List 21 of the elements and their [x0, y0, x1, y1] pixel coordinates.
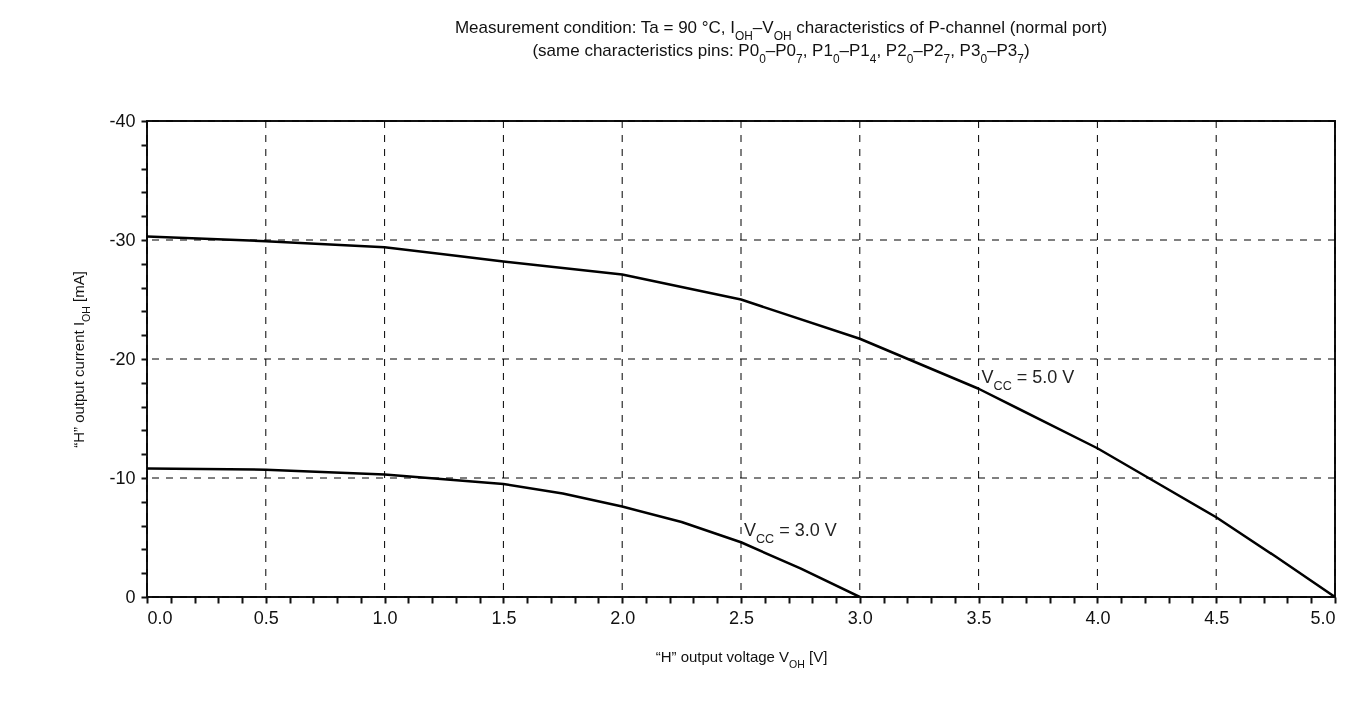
text: (same characteristics pins: P0$_{0}$–P0$_{7}$, P1$_{0}$–P1$_{4}$, P2$_{0}$–P2$_{7}$, P3$_{0}$–P3$_{7}$)	[532, 41, 1030, 66]
x-tick-label: 1.0	[372, 607, 398, 628]
series-label: V$_{CC}$ = 5.0 V	[981, 366, 1075, 393]
x-tick-label: 4.5	[1204, 607, 1230, 628]
x-tick-label: 5.0	[1310, 607, 1336, 628]
x-tick-label: 3.0	[847, 607, 873, 628]
x-tick-label: 1.5	[491, 607, 517, 628]
x-tick-label: 0.5	[253, 607, 279, 628]
series-label: V$_{CC}$ = 3.0 V	[744, 520, 837, 547]
y-tick-label: -20	[109, 348, 136, 369]
y-tick-label: -40	[109, 110, 136, 131]
x-tick-label: 0.0	[147, 607, 173, 628]
chart-title: Measurement condition: Ta = 90 °C, I$_{OH}$–V$_{OH}$ characteristics of P-channel (normal port)	[454, 18, 1108, 43]
x-tick-label: 4.0	[1085, 607, 1111, 628]
x-tick-label: 2.5	[728, 607, 755, 628]
y-tick-label: 0	[125, 586, 136, 607]
x-axis-title: “H” output voltage V$_{OH}$ [V]	[655, 647, 828, 670]
x-tick-label: 3.5	[966, 607, 992, 628]
y-tick-label: -30	[109, 229, 136, 250]
x-tick-label: 2.0	[610, 607, 636, 628]
y-tick-label: -10	[109, 467, 136, 488]
